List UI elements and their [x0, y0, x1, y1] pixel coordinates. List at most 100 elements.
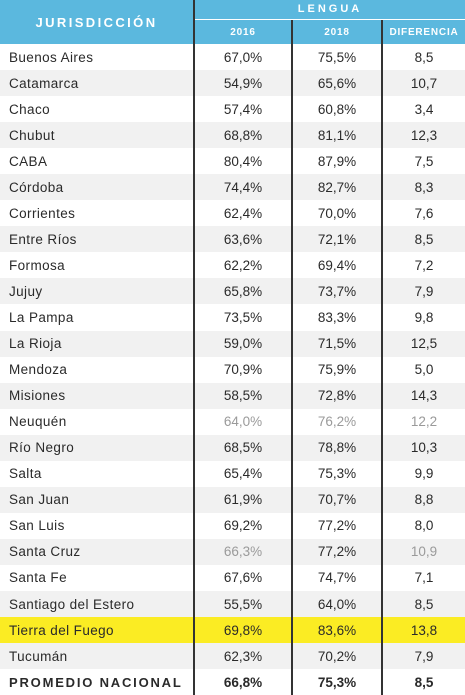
header-2018: 2018 [324, 26, 350, 38]
cell-jurisdiccion: Neuquén [9, 414, 67, 430]
table-row: Buenos Aires 67,0% 75,5% 8,5 [0, 44, 465, 70]
header-lengua: LENGUA [297, 3, 363, 15]
cell-jurisdiccion: La Pampa [9, 309, 74, 325]
cell-diferencia: 13,8 [410, 622, 438, 638]
cell-jurisdiccion: Entre Ríos [9, 231, 77, 247]
cell-2016: 73,5% [223, 309, 263, 325]
cell-diferencia: 8,5 [414, 231, 434, 247]
header-2016: 2016 [230, 26, 256, 38]
cell-diferencia: 9,8 [414, 309, 434, 325]
cell-2018: 75,3% [317, 466, 357, 482]
cell-jurisdiccion: La Rioja [9, 336, 62, 352]
table-row: Neuquén 64,0% 76,2% 12,2 [0, 409, 465, 435]
cell-jurisdiccion: Corrientes [9, 205, 76, 221]
cell-diferencia: 10,9 [410, 544, 438, 560]
table-row: Río Negro 68,5% 78,8% 10,3 [0, 434, 465, 461]
total-label: PROMEDIO NACIONAL [9, 674, 183, 690]
cell-2016: 65,8% [223, 283, 263, 299]
cell-jurisdiccion: Chaco [9, 101, 51, 117]
table-row: Corrientes 62,4% 70,0% 7,6 [0, 200, 465, 226]
table-row: Mendoza 70,9% 75,9% 5,0 [0, 357, 465, 383]
table-row: La Rioja 59,0% 71,5% 12,5 [0, 330, 465, 357]
table-header: JURISDICCIÓN LENGUA 2016 2018 DIFERENCIA [0, 0, 465, 44]
cell-2016: 74,4% [223, 179, 263, 195]
cell-diferencia: 7,9 [414, 283, 434, 299]
cell-2018: 83,3% [317, 309, 357, 325]
cell-2018: 77,2% [317, 518, 357, 534]
table-row: Misiones 58,5% 72,8% 14,3 [0, 382, 465, 409]
header-divider [195, 19, 465, 20]
column-separator [291, 20, 293, 695]
cell-2018: 70,0% [317, 205, 357, 221]
cell-jurisdiccion: Salta [9, 466, 42, 482]
total-row: PROMEDIO NACIONAL 66,8% 75,3% 8,5 [0, 669, 465, 695]
cell-jurisdiccion: Jujuy [9, 283, 43, 299]
cell-2016: 68,5% [223, 440, 263, 456]
cell-2018: 72,8% [317, 388, 357, 404]
cell-diferencia: 8,8 [414, 492, 434, 508]
cell-diferencia: 10,7 [410, 75, 438, 91]
table-row: Catamarca 54,9% 65,6% 10,7 [0, 70, 465, 97]
cell-2016: 62,2% [223, 257, 263, 273]
cell-2016: 55,5% [223, 596, 263, 612]
cell-diferencia: 12,2 [410, 414, 438, 430]
table-row: Entre Ríos 63,6% 72,1% 8,5 [0, 226, 465, 253]
column-separator [193, 0, 195, 695]
cell-2018: 75,9% [317, 362, 357, 378]
cell-2016: 65,4% [223, 466, 263, 482]
cell-2018: 75,5% [317, 49, 357, 65]
cell-jurisdiccion: Chubut [9, 127, 55, 143]
cell-jurisdiccion: Río Negro [9, 440, 75, 456]
table-row: Santa Fe 67,6% 74,7% 7,1 [0, 565, 465, 591]
cell-2018: 70,7% [317, 492, 357, 508]
table-row: Tierra del Fuego 69,8% 83,6% 13,8 [0, 617, 465, 644]
cell-2016: 61,9% [223, 492, 263, 508]
cell-diferencia: 8,5 [414, 49, 434, 65]
header-diferencia: DIFERENCIA [389, 26, 459, 38]
cell-2016: 54,9% [223, 75, 263, 91]
cell-2016: 69,8% [223, 622, 263, 638]
table-row: Santa Cruz 66,3% 77,2% 10,9 [0, 538, 465, 565]
cell-2018: 82,7% [317, 179, 357, 195]
cell-2018: 73,7% [317, 283, 357, 299]
cell-jurisdiccion: Formosa [9, 257, 66, 273]
cell-jurisdiccion: Santiago del Estero [9, 596, 135, 612]
cell-jurisdiccion: Córdoba [9, 179, 64, 195]
cell-jurisdiccion: CABA [9, 153, 48, 169]
total-diferencia: 8,5 [414, 674, 434, 690]
cell-2016: 63,6% [223, 231, 263, 247]
cell-2018: 70,2% [317, 648, 357, 664]
cell-2016: 59,0% [223, 336, 263, 352]
cell-diferencia: 7,2 [414, 257, 434, 273]
table-row: Tucumán 62,3% 70,2% 7,9 [0, 643, 465, 670]
cell-jurisdiccion: Misiones [9, 388, 66, 404]
cell-diferencia: 8,5 [414, 596, 434, 612]
cell-2016: 67,6% [223, 570, 263, 586]
cell-diferencia: 5,0 [414, 362, 434, 378]
cell-2016: 67,0% [223, 49, 263, 65]
cell-2016: 62,3% [223, 648, 263, 664]
cell-2018: 87,9% [317, 153, 357, 169]
cell-diferencia: 7,9 [414, 648, 434, 664]
header-jurisdiccion: JURISDICCIÓN [35, 14, 158, 30]
table-row: Chaco 57,4% 60,8% 3,4 [0, 96, 465, 122]
cell-2016: 57,4% [223, 101, 263, 117]
cell-2016: 80,4% [223, 153, 263, 169]
table-row: San Juan 61,9% 70,7% 8,8 [0, 486, 465, 513]
cell-2018: 60,8% [317, 101, 357, 117]
cell-jurisdiccion: Mendoza [9, 362, 68, 378]
cell-2018: 81,1% [317, 127, 357, 143]
cell-diferencia: 8,0 [414, 518, 434, 534]
cell-2016: 69,2% [223, 518, 263, 534]
cell-jurisdiccion: Santa Cruz [9, 544, 81, 560]
cell-2016: 58,5% [223, 388, 263, 404]
cell-2016: 68,8% [223, 127, 263, 143]
cell-jurisdiccion: San Juan [9, 492, 70, 508]
cell-diferencia: 7,5 [414, 153, 434, 169]
cell-2018: 69,4% [317, 257, 357, 273]
cell-2018: 83,6% [317, 622, 357, 638]
cell-2016: 64,0% [223, 414, 263, 430]
table-body: Buenos Aires 67,0% 75,5% 8,5 Catamarca 54,9% 6… [0, 44, 465, 695]
table-row: Córdoba 74,4% 82,7% 8,3 [0, 174, 465, 201]
